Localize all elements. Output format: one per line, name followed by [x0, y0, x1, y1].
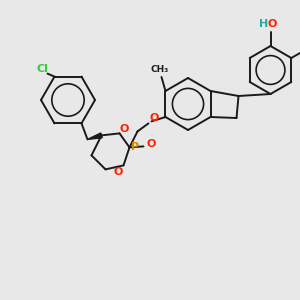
Text: O: O — [268, 19, 277, 29]
Text: H: H — [259, 19, 268, 29]
Text: O: O — [114, 167, 123, 177]
Text: O: O — [120, 124, 129, 134]
Text: O: O — [150, 113, 159, 123]
Text: P: P — [131, 142, 140, 152]
Text: Cl: Cl — [37, 64, 48, 74]
Text: CH₃: CH₃ — [150, 64, 169, 74]
Polygon shape — [88, 133, 102, 140]
Text: O: O — [147, 140, 156, 149]
